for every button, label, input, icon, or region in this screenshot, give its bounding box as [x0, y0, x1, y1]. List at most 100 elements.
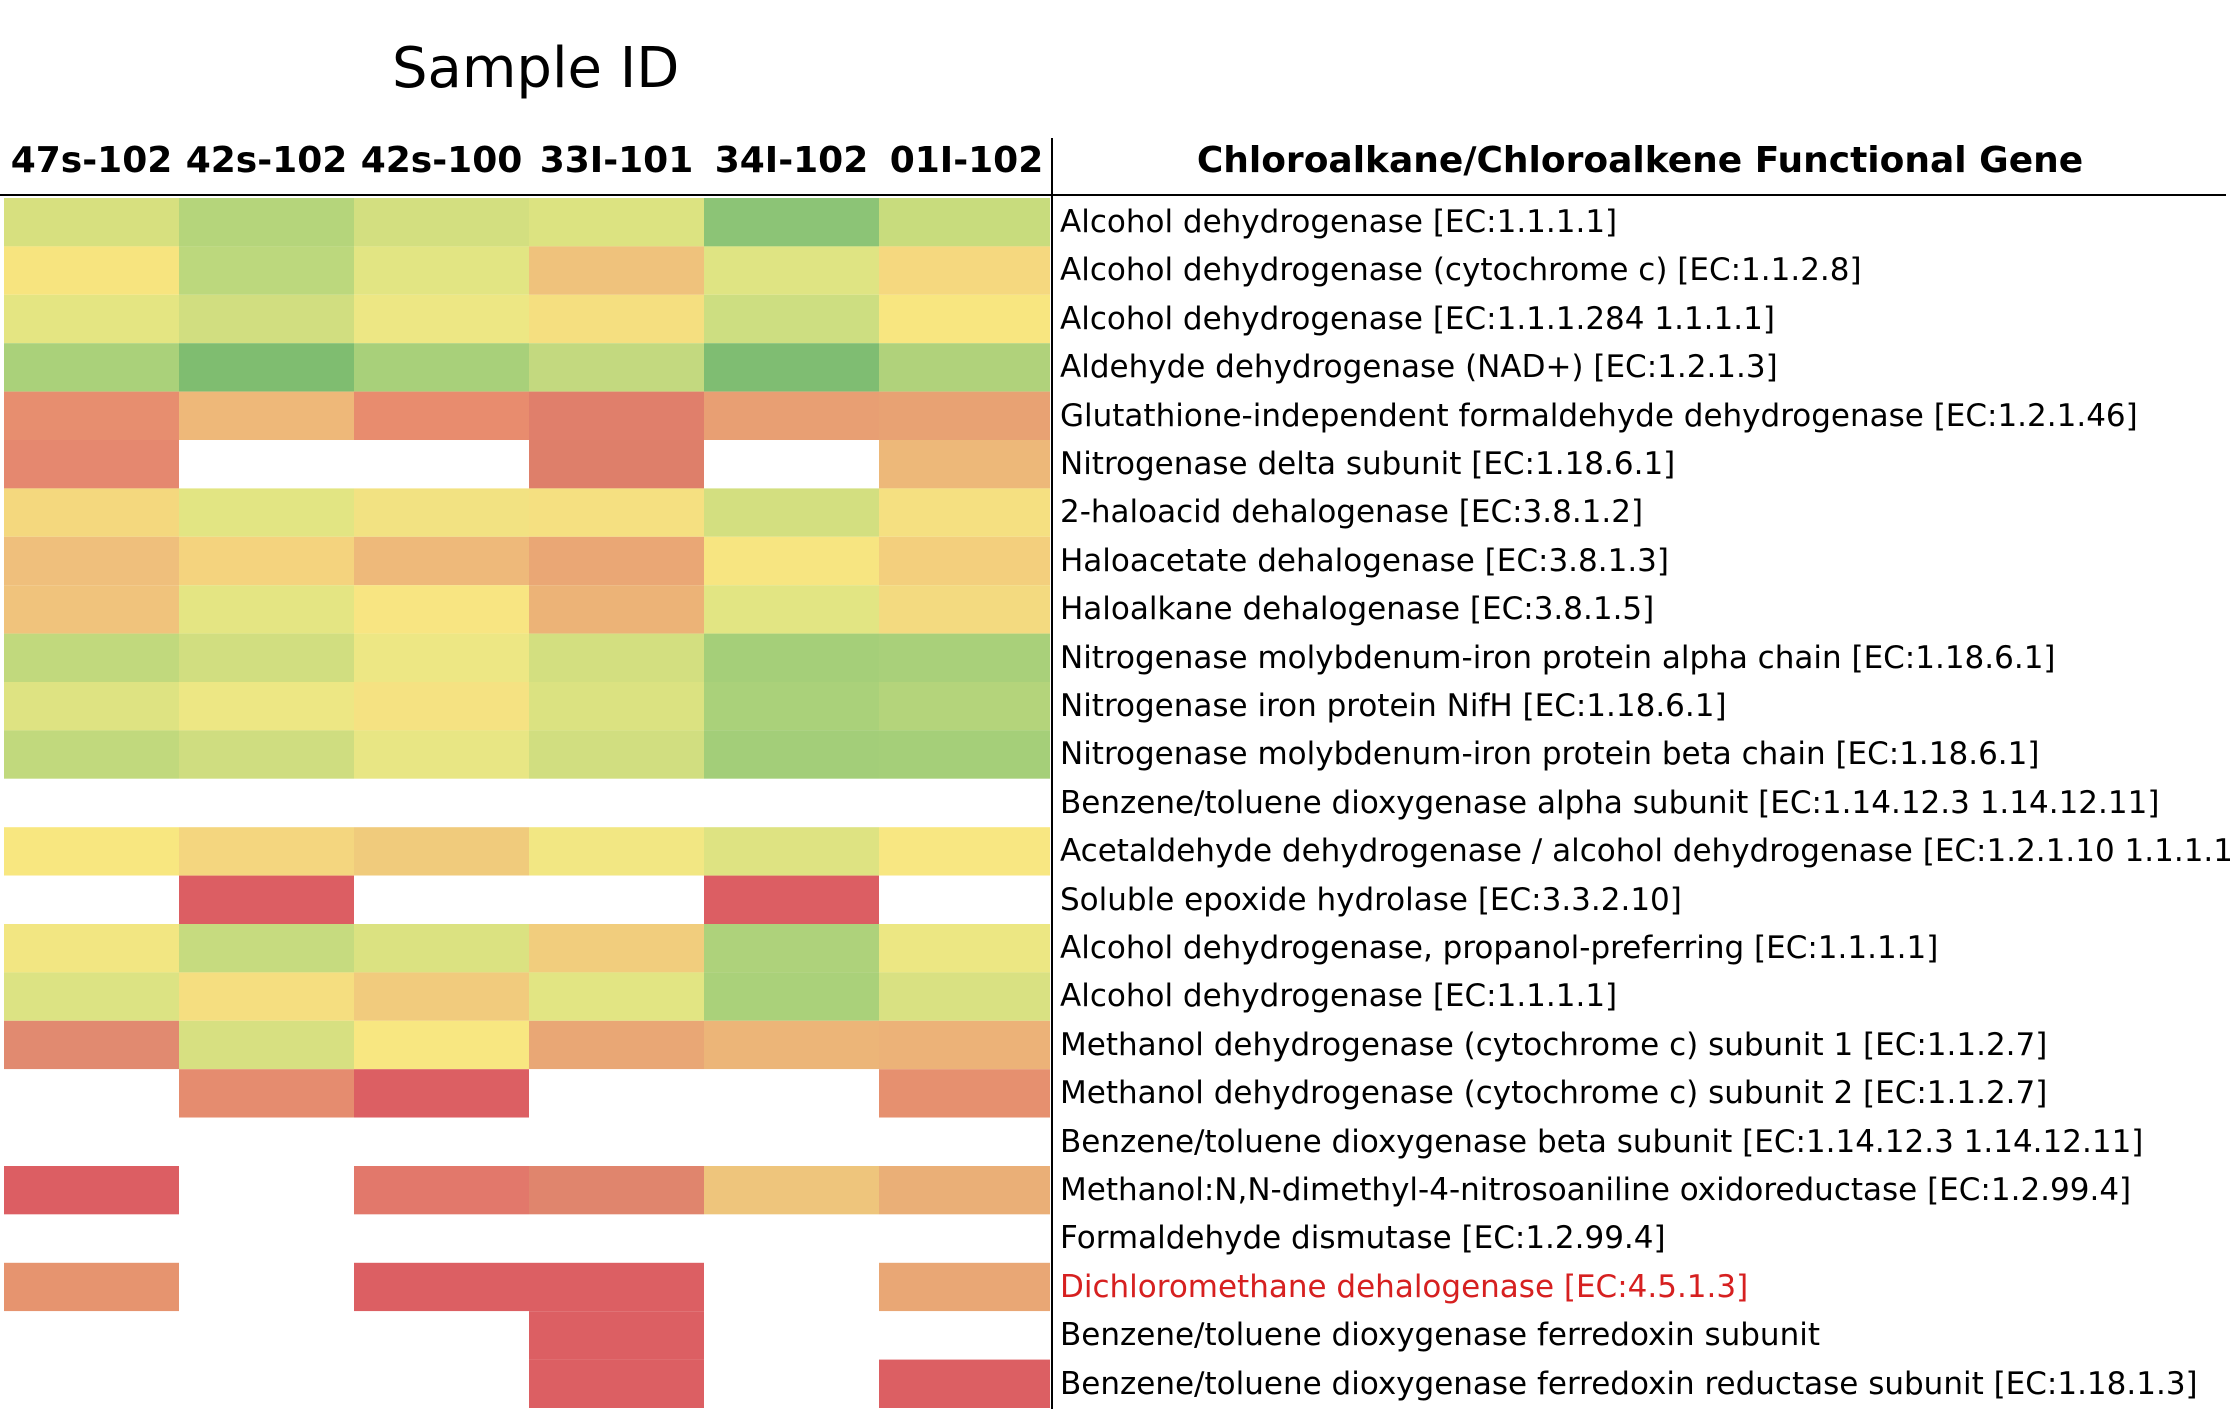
heatmap-cell — [704, 1214, 879, 1263]
heatmap-cell — [179, 1359, 354, 1408]
heatmap-cell — [879, 924, 1050, 973]
heatmap-cell — [879, 391, 1050, 440]
heatmap-cell — [879, 875, 1050, 924]
heatmap-cell — [4, 633, 179, 682]
heatmap-cell — [4, 536, 179, 586]
heatmap-cell — [879, 246, 1050, 295]
heatmap-cell — [704, 633, 879, 682]
gene-label: Methanol dehydrogenase (cytochrome c) su… — [1060, 1026, 2048, 1063]
heatmap-cell — [4, 391, 179, 440]
heatmap-cell — [179, 827, 354, 876]
heatmap-cell — [354, 1117, 529, 1166]
heatmap-cell — [529, 1359, 704, 1408]
gene-label: Formaldehyde dismutase [EC:1.2.99.4] — [1060, 1220, 1666, 1257]
heatmap-cell — [4, 875, 179, 924]
heatmap-cell — [354, 1166, 529, 1215]
heatmap-cell — [879, 488, 1050, 537]
heatmap-cell — [879, 730, 1050, 779]
heatmap-cell — [529, 488, 704, 537]
column-header-34I-102: 34I-102 — [714, 140, 869, 181]
heatmap-cell — [4, 488, 179, 537]
heatmap-cell — [879, 343, 1050, 392]
heatmap-cell — [704, 391, 879, 440]
heatmap-cell — [879, 198, 1050, 247]
heatmap-cell — [354, 682, 529, 731]
heatmap-cell — [529, 875, 704, 924]
heatmap-cell — [879, 585, 1050, 634]
heatmap-cell — [179, 440, 354, 489]
heatmap-cell — [529, 391, 704, 440]
heatmap-grid — [4, 198, 1050, 1408]
heatmap-cell — [704, 343, 879, 392]
heatmap-cell — [179, 682, 354, 731]
heatmap-cell — [704, 1359, 879, 1408]
heatmap-cell — [4, 972, 179, 1021]
heatmap-cell — [354, 488, 529, 537]
column-header-01I-102: 01I-102 — [889, 140, 1044, 181]
heatmap-cell — [704, 198, 879, 247]
heatmap-cell — [4, 294, 179, 344]
gene-label: Benzene/toluene dioxygenase ferredoxin r… — [1060, 1365, 2198, 1402]
heatmap-cell — [179, 1311, 354, 1360]
heatmap-cell — [704, 536, 879, 586]
column-divider — [1051, 138, 1053, 1409]
heatmap-cell — [179, 1262, 354, 1312]
heatmap-cell — [179, 1166, 354, 1215]
heatmap-cell — [529, 1117, 704, 1166]
heatmap-cell — [704, 294, 879, 344]
heatmap-cell — [529, 1166, 704, 1215]
heatmap-cell — [704, 1117, 879, 1166]
heatmap-cell — [4, 585, 179, 634]
gene-label: Benzene/toluene dioxygenase ferredoxin s… — [1060, 1317, 1820, 1354]
heatmap-cell — [179, 536, 354, 586]
gene-label: Alcohol dehydrogenase [EC:1.1.1.1] — [1060, 978, 1618, 1015]
heatmap-cell — [879, 440, 1050, 489]
heatmap-cell — [704, 1262, 879, 1312]
heatmap-cell — [529, 682, 704, 731]
gene-label: Methanol:N,N-dimethyl-4-nitrosoaniline o… — [1060, 1172, 2132, 1208]
heatmap-cell — [529, 440, 704, 489]
heatmap-cell — [879, 1359, 1050, 1408]
heatmap-cell — [179, 730, 354, 779]
heatmap-cell — [529, 827, 704, 876]
gene-label: Acetaldehyde dehydrogenase / alcohol deh… — [1060, 833, 2230, 870]
heatmap-cell — [4, 1359, 179, 1408]
heatmap-cell — [704, 778, 879, 828]
gene-label: Dichloromethane dehalogenase [EC:4.5.1.3… — [1060, 1268, 1749, 1305]
heatmap-cell — [704, 875, 879, 924]
heatmap-cell — [354, 536, 529, 586]
gene-label: Nitrogenase iron protein NifH [EC:1.18.6… — [1060, 688, 1727, 724]
gene-label: Haloacetate dehalogenase [EC:3.8.1.3] — [1060, 542, 1669, 579]
heatmap-cell — [179, 585, 354, 634]
heatmap-cell — [4, 1214, 179, 1263]
heatmap-cell — [879, 827, 1050, 876]
heatmap-cell — [354, 633, 529, 682]
heatmap-cell — [879, 972, 1050, 1021]
heatmap-cell — [4, 198, 179, 247]
gene-label: Glutathione-independent formaldehyde deh… — [1060, 397, 2138, 434]
header-divider — [0, 194, 2226, 196]
heatmap-cell — [4, 246, 179, 295]
heatmap-cell — [354, 924, 529, 973]
gene-label: Nitrogenase delta subunit [EC:1.18.6.1] — [1060, 446, 1676, 482]
heatmap-cell — [4, 343, 179, 392]
heatmap-cell — [529, 246, 704, 295]
heatmap-cell — [354, 778, 529, 828]
heatmap-cell — [529, 1214, 704, 1263]
heatmap-cell — [879, 1020, 1050, 1070]
gene-label: Nitrogenase molybdenum-iron protein beta… — [1060, 736, 2040, 773]
heatmap-cell — [879, 778, 1050, 828]
heatmap-cell — [529, 294, 704, 344]
heatmap-cell — [4, 1311, 179, 1360]
column-header-47s-102: 47s-102 — [10, 140, 173, 181]
heatmap-cell — [704, 1311, 879, 1360]
gene-label: Haloalkane dehalogenase [EC:3.8.1.5] — [1060, 591, 1655, 628]
heatmap-cell — [529, 730, 704, 779]
column-header-33I-101: 33I-101 — [539, 140, 694, 181]
heatmap-cell — [354, 343, 529, 392]
heatmap-cell — [529, 1020, 704, 1070]
heatmap-cell — [4, 682, 179, 731]
gene-label: Soluble epoxide hydrolase [EC:3.3.2.10] — [1060, 881, 1682, 918]
gene-column-header: Chloroalkane/Chloroalkene Functional Gen… — [1196, 140, 2084, 181]
heatmap-cell — [354, 1020, 529, 1070]
